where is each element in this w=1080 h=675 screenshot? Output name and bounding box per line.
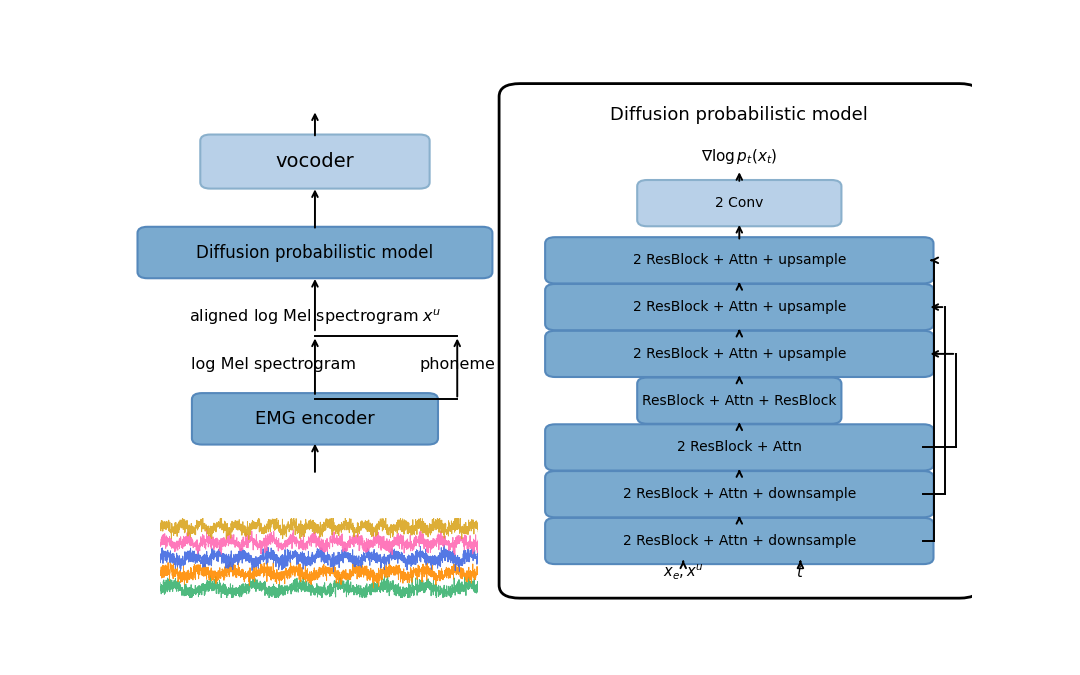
Text: 2 Conv: 2 Conv [715, 196, 764, 210]
Text: $x_e, x^u$: $x_e, x^u$ [663, 562, 703, 582]
FancyBboxPatch shape [545, 284, 933, 330]
FancyBboxPatch shape [545, 518, 933, 564]
Text: $\nabla \log p_t(x_t)$: $\nabla \log p_t(x_t)$ [701, 147, 778, 166]
Text: phoneme: phoneme [419, 357, 496, 372]
Text: 2 ResBlock + Attn + downsample: 2 ResBlock + Attn + downsample [623, 487, 856, 502]
FancyBboxPatch shape [545, 331, 933, 377]
Text: EMG encoder: EMG encoder [255, 410, 375, 428]
Text: Diffusion probabilistic model: Diffusion probabilistic model [197, 244, 433, 261]
Text: 2 ResBlock + Attn + upsample: 2 ResBlock + Attn + upsample [633, 253, 846, 267]
FancyBboxPatch shape [545, 237, 933, 284]
FancyBboxPatch shape [192, 393, 438, 445]
Text: Diffusion probabilistic model: Diffusion probabilistic model [610, 106, 868, 124]
FancyBboxPatch shape [545, 471, 933, 517]
Text: ResBlock + Attn + ResBlock: ResBlock + Attn + ResBlock [643, 394, 837, 408]
FancyBboxPatch shape [499, 84, 981, 598]
Text: 2 ResBlock + Attn: 2 ResBlock + Attn [677, 440, 801, 454]
FancyBboxPatch shape [545, 425, 933, 470]
Text: vocoder: vocoder [275, 152, 354, 171]
Text: log Mel spectrogram: log Mel spectrogram [190, 357, 355, 372]
FancyBboxPatch shape [637, 377, 841, 424]
FancyBboxPatch shape [637, 180, 841, 226]
Text: aligned log Mel spectrogram $x^u$: aligned log Mel spectrogram $x^u$ [189, 308, 442, 327]
Text: 2 ResBlock + Attn + upsample: 2 ResBlock + Attn + upsample [633, 300, 846, 314]
FancyBboxPatch shape [200, 134, 430, 188]
Text: 2 ResBlock + Attn + upsample: 2 ResBlock + Attn + upsample [633, 347, 846, 361]
Text: $t$: $t$ [796, 564, 805, 580]
FancyBboxPatch shape [137, 227, 492, 278]
Text: 2 ResBlock + Attn + downsample: 2 ResBlock + Attn + downsample [623, 534, 856, 548]
